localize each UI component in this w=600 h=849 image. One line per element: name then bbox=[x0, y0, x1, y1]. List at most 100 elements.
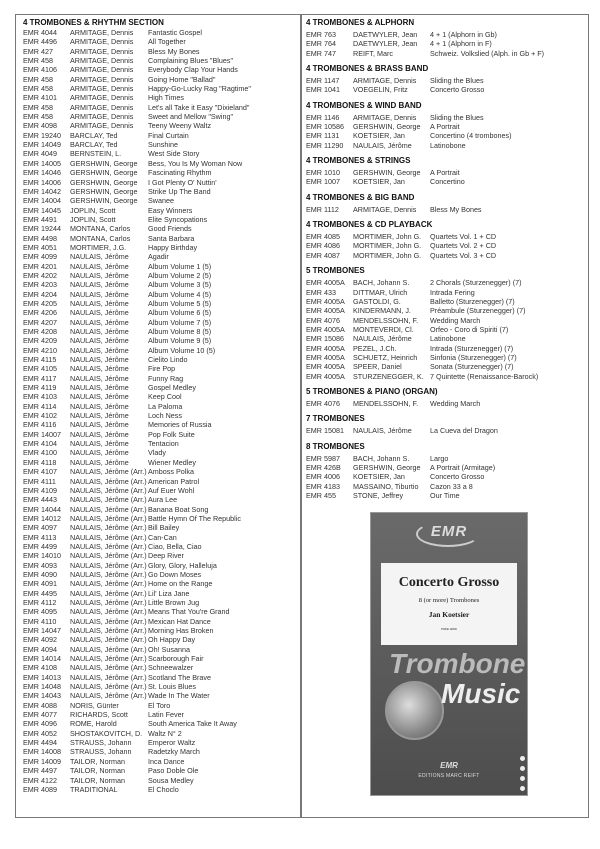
catalog-number: EMR 458 bbox=[23, 102, 53, 112]
catalog-row: EMR 426B GERSHWIN, George A Portrait (Armi… bbox=[306, 463, 586, 472]
catalog-number: EMR 4203 bbox=[23, 280, 57, 290]
catalog-row: EMR 4005A SCHUETZ, Heinrich Sinfonia (Stur… bbox=[306, 353, 586, 362]
composer: NAULAIS, Jérôme bbox=[70, 289, 129, 299]
piece-title: Agadir bbox=[148, 252, 169, 262]
composer: SHOSTAKOVITCH, D. bbox=[70, 728, 143, 738]
composer: GERSHWIN, George bbox=[70, 177, 138, 187]
catalog-number: EMR 4094 bbox=[23, 644, 57, 654]
catalog-row: EMR 4106 ARMITAGE, Dennis Everybody Clap Y… bbox=[23, 65, 298, 74]
catalog-row: EMR 458 ARMITAGE, Dennis Going Home "Balla… bbox=[23, 75, 298, 84]
catalog-row: EMR 14012 NAULAIS, Jérôme (Arr.) Battle Hy… bbox=[23, 514, 298, 523]
composer: BACH, Johann S. bbox=[353, 453, 410, 463]
catalog-number: EMR 4206 bbox=[23, 308, 57, 318]
composer: NAULAIS, Jérôme bbox=[353, 334, 412, 344]
piece-title: Schneewalzer bbox=[148, 663, 194, 673]
catalog-row: EMR 4005A GASTOLDI, G. Balletto (Sturzeneg… bbox=[306, 297, 586, 306]
composer: REIFT, Marc bbox=[353, 48, 393, 58]
catalog-number: EMR 4095 bbox=[23, 607, 57, 617]
piece-title: Sonata (Sturzenegger) (7) bbox=[430, 362, 514, 372]
composer: ARMITAGE, Dennis bbox=[70, 112, 134, 122]
piece-title: Latin Fever bbox=[148, 710, 184, 720]
composer: TRADITIONAL bbox=[70, 784, 118, 794]
composer: KOETSIER, Jan bbox=[353, 472, 405, 482]
composer: GERSHWIN, George bbox=[70, 168, 138, 178]
piece-title: Memories of Russia bbox=[148, 420, 212, 430]
piece-title: Album Volume 2 (5) bbox=[148, 270, 212, 280]
composer: NAULAIS, Jérôme bbox=[70, 345, 129, 355]
catalog-row: EMR 458 ARMITAGE, Dennis Happy-Go-Lucky Ra… bbox=[23, 84, 298, 93]
cover-catalog-number: EMR 4006 bbox=[441, 627, 457, 631]
composer: NAULAIS, Jérôme bbox=[70, 383, 129, 393]
catalog-row: EMR 458 ARMITAGE, Dennis Let's all Take it… bbox=[23, 103, 298, 112]
composer: NAULAIS, Jérôme bbox=[70, 448, 129, 458]
catalog-number: EMR 4498 bbox=[23, 233, 57, 243]
catalog-row: EMR 458 ARMITAGE, Dennis Sweet and Mellow … bbox=[23, 112, 298, 121]
catalog-number: EMR 4108 bbox=[23, 663, 57, 673]
catalog-row: EMR 4005A BACH, Johann S. 2 Chorals (Sturz… bbox=[306, 278, 586, 287]
catalog-number: EMR 4096 bbox=[23, 719, 57, 729]
catalog-row: EMR 4096 ROME, Harold South America Take I… bbox=[23, 719, 298, 728]
piece-title: Balletto (Sturzenegger) (7) bbox=[430, 296, 515, 306]
catalog-row: EMR 4091 NAULAIS, Jérôme (Arr.) Home on th… bbox=[23, 579, 298, 588]
catalog-number: EMR 458 bbox=[23, 112, 53, 122]
catalog-number: EMR 11290 bbox=[306, 140, 344, 150]
emr-logo: EMR bbox=[430, 523, 468, 540]
piece-title: Oh Happy Day bbox=[148, 635, 196, 645]
catalog-section: 4 TROMBONES & WIND BAND EMR 1146 ARMITAGE,… bbox=[306, 100, 586, 150]
piece-title: Emperor Waltz bbox=[148, 738, 196, 748]
piece-title: Bless My Bones bbox=[430, 204, 482, 214]
catalog-section: 4 TROMBONES & BRASS BAND EMR 1147 ARMITAGE… bbox=[306, 63, 586, 95]
composer: NAULAIS, Jérôme (Arr.) bbox=[70, 691, 147, 701]
catalog-row: EMR 4203 NAULAIS, Jérôme Album Volume 3 (5… bbox=[23, 280, 298, 289]
piece-title: Amboss Polka bbox=[148, 467, 194, 477]
catalog-row: EMR 19240 BARCLAY, Ted Final Curtain bbox=[23, 131, 298, 140]
piece-title: Scarborough Fair bbox=[148, 654, 204, 664]
catalog-number: EMR 764 bbox=[306, 39, 336, 49]
composer: ARMITAGE, Dennis bbox=[70, 65, 134, 75]
composer: MORTIMER, John G. bbox=[353, 250, 422, 260]
composer: STRAUSS, Johann bbox=[70, 738, 132, 748]
composer: KINDERMANN, J. bbox=[353, 306, 411, 316]
composer: SCHUETZ, Heinrich bbox=[353, 352, 418, 362]
piece-title: A Portrait bbox=[430, 168, 460, 178]
piece-title: Sliding the Blues bbox=[430, 112, 484, 122]
piece-title: Sunshine bbox=[148, 140, 178, 150]
catalog-row: EMR 4090 NAULAIS, Jérôme (Arr.) Go Down Mo… bbox=[23, 570, 298, 579]
catalog-row: EMR 4497 TAILOR, Norman Paso Doble Ole bbox=[23, 766, 298, 775]
catalog-row: EMR 4116 NAULAIS, Jérôme Memories of Russi… bbox=[23, 420, 298, 429]
piece-title: I Got Plenty O' Nuttin' bbox=[148, 177, 217, 187]
catalog-number: EMR 4005A bbox=[306, 324, 345, 334]
catalog-number: EMR 1146 bbox=[306, 112, 340, 122]
piece-title: South America Take It Away bbox=[148, 719, 237, 729]
catalog-number: EMR 427 bbox=[23, 46, 53, 56]
section-heading: 4 TROMBONES & WIND BAND bbox=[306, 100, 422, 110]
piece-title: Easy Winners bbox=[148, 205, 193, 215]
piece-title: 4 + 1 (Alphorn in Gb) bbox=[430, 30, 497, 39]
piece-title: Ciao, Bella, Ciao bbox=[148, 541, 202, 551]
composer: ARMITAGE, Dennis bbox=[70, 56, 134, 66]
composer: MONTANA, Carlos bbox=[70, 233, 131, 243]
piece-title: St. Louis Blues bbox=[148, 682, 196, 692]
catalog-number: EMR 14049 bbox=[23, 140, 61, 150]
catalog-row: EMR 4097 NAULAIS, Jérôme (Arr.) Bill Baile… bbox=[23, 523, 298, 532]
composer: NAULAIS, Jérôme bbox=[70, 439, 129, 449]
catalog-number: EMR 4097 bbox=[23, 523, 57, 533]
piece-title: American Patrol bbox=[148, 476, 200, 486]
composer: DAETWYLER, Jean bbox=[353, 30, 418, 39]
catalog-row: EMR 4088 NORIS, Günter El Toro bbox=[23, 701, 298, 710]
composer: NAULAIS, Jérôme bbox=[70, 308, 129, 318]
catalog-number: EMR 14007 bbox=[23, 429, 61, 439]
piece-title: Deep River bbox=[148, 551, 184, 561]
piece-title: Battle Hymn Of The Republic bbox=[148, 513, 241, 523]
catalog-row: EMR 14005 GERSHWIN, George Bess, You Is My… bbox=[23, 159, 298, 168]
section-heading: 5 TROMBONES & PIANO (ORGAN) bbox=[306, 386, 438, 396]
composer: ARMITAGE, Dennis bbox=[353, 76, 417, 86]
catalog-row: EMR 4499 NAULAIS, Jérôme (Arr.) Ciao, Bell… bbox=[23, 542, 298, 551]
composer: MASSAINO, Tiburtio bbox=[353, 481, 419, 491]
catalog-number: EMR 14004 bbox=[23, 196, 61, 206]
catalog-row: EMR 1131 KOETSIER, Jan Concertino (4 tromb… bbox=[306, 131, 586, 140]
catalog-number: EMR 4005A bbox=[306, 296, 345, 306]
piece-title: Loch Ness bbox=[148, 411, 182, 421]
composer: NAULAIS, Jérôme bbox=[70, 364, 129, 374]
catalog-number: EMR 458 bbox=[23, 56, 53, 66]
